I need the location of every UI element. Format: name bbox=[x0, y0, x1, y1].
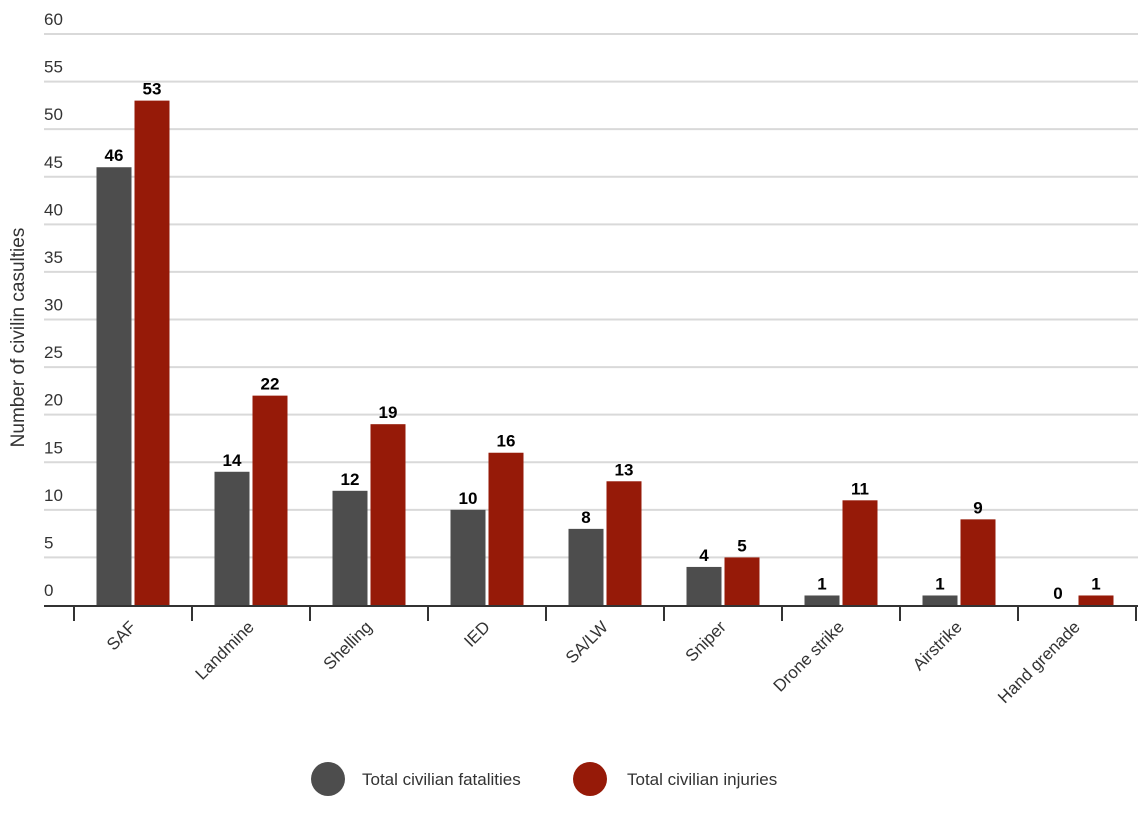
bar-injuries-0 bbox=[134, 100, 170, 605]
data-label-injuries-1: 22 bbox=[261, 375, 280, 394]
y-tick-label-55: 55 bbox=[44, 58, 63, 77]
bar-fatalities-1 bbox=[214, 471, 250, 605]
x-axis-ticks bbox=[73, 606, 1137, 621]
legend-label-0: Total civilian fatalities bbox=[362, 770, 521, 789]
category-label-3: IED bbox=[460, 617, 493, 650]
bar-injuries-1 bbox=[252, 395, 288, 605]
category-label-1: Landmine bbox=[192, 617, 258, 683]
y-tick-label-40: 40 bbox=[44, 200, 63, 219]
bar-fatalities-2 bbox=[332, 490, 368, 605]
bar-fatalities-6 bbox=[804, 595, 840, 605]
bar-fatalities-4 bbox=[568, 528, 604, 605]
category-label-6: Drone strike bbox=[770, 617, 848, 695]
data-label-injuries-0: 53 bbox=[143, 80, 162, 99]
data-label-injuries-7: 9 bbox=[973, 498, 982, 517]
category-label-8: Hand grenade bbox=[994, 617, 1084, 707]
y-tick-label-30: 30 bbox=[44, 296, 63, 315]
bar-injuries-6 bbox=[842, 500, 878, 605]
data-label-fatalities-8: 0 bbox=[1053, 584, 1062, 603]
data-label-fatalities-1: 14 bbox=[223, 451, 242, 470]
legend-label-1: Total civilian injuries bbox=[627, 770, 777, 789]
bar-fatalities-5 bbox=[686, 566, 722, 605]
bar-fatalities-7 bbox=[922, 595, 958, 605]
y-tick-label-45: 45 bbox=[44, 153, 63, 172]
data-label-fatalities-6: 1 bbox=[817, 574, 826, 593]
bar-injuries-8 bbox=[1078, 595, 1114, 605]
data-label-fatalities-3: 10 bbox=[459, 489, 478, 508]
legend-swatch-1 bbox=[573, 762, 607, 796]
y-tick-label-0: 0 bbox=[44, 581, 53, 600]
category-label-2: Shelling bbox=[320, 617, 376, 673]
y-tick-label-60: 60 bbox=[44, 10, 63, 29]
y-tick-label-15: 15 bbox=[44, 438, 63, 457]
data-label-fatalities-5: 4 bbox=[699, 546, 709, 565]
data-label-injuries-8: 1 bbox=[1091, 574, 1100, 593]
bar-injuries-2 bbox=[370, 424, 406, 605]
data-label-injuries-4: 13 bbox=[615, 460, 634, 479]
y-tick-label-10: 10 bbox=[44, 486, 63, 505]
y-axis-tick-labels: 0 5 10 15 20 25 30 35 40 45 50 55 60 bbox=[44, 10, 63, 600]
category-label-7: Airstrike bbox=[909, 617, 966, 674]
legend: Total civilian fatalities Total civilian … bbox=[311, 762, 777, 796]
y-tick-label-20: 20 bbox=[44, 391, 63, 410]
y-tick-label-25: 25 bbox=[44, 343, 63, 362]
y-tick-label-5: 5 bbox=[44, 533, 53, 552]
bar-injuries-7 bbox=[960, 519, 996, 605]
category-label-0: SAF bbox=[103, 617, 140, 654]
gridlines bbox=[44, 33, 1138, 559]
data-label-injuries-6: 11 bbox=[851, 479, 869, 498]
data-label-fatalities-4: 8 bbox=[581, 508, 590, 527]
bar-injuries-5 bbox=[724, 557, 760, 605]
x-axis-category-labels: SAF Landmine Shelling IED SA/LW Sniper Drone s… bbox=[103, 617, 1084, 707]
data-label-injuries-2: 19 bbox=[379, 403, 398, 422]
data-label-injuries-5: 5 bbox=[737, 536, 746, 555]
data-label-injuries-3: 16 bbox=[497, 432, 516, 451]
data-label-fatalities-7: 1 bbox=[935, 574, 944, 593]
bar-fatalities-0 bbox=[96, 167, 132, 605]
category-label-4: SA/LW bbox=[562, 617, 612, 667]
bar-fatalities-3 bbox=[450, 509, 486, 605]
legend-swatch-0 bbox=[311, 762, 345, 796]
data-label-fatalities-0: 46 bbox=[105, 146, 124, 165]
bars bbox=[96, 100, 1114, 605]
bar-injuries-3 bbox=[488, 452, 524, 605]
data-label-fatalities-2: 12 bbox=[341, 470, 360, 489]
category-label-5: Sniper bbox=[682, 617, 730, 665]
y-tick-label-50: 50 bbox=[44, 105, 63, 124]
y-axis-title: Number of civilin casulties bbox=[8, 228, 29, 448]
bar-injuries-4 bbox=[606, 481, 642, 605]
y-tick-label-35: 35 bbox=[44, 248, 63, 267]
